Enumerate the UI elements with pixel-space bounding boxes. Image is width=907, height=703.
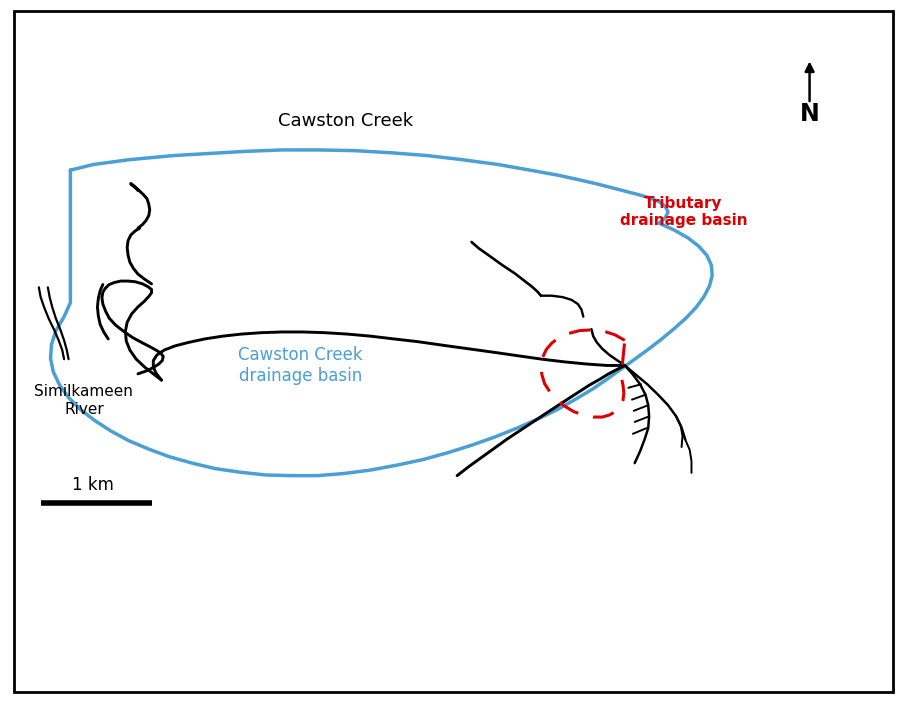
Text: Similkameen
River: Similkameen River (34, 384, 133, 416)
Text: 1 km: 1 km (72, 477, 114, 494)
Text: Cawston Creek: Cawston Creek (278, 112, 413, 130)
Text: Tributary
drainage basin: Tributary drainage basin (619, 196, 747, 228)
Text: N: N (800, 103, 819, 127)
Text: Cawston Creek
drainage basin: Cawston Creek drainage basin (238, 346, 363, 385)
